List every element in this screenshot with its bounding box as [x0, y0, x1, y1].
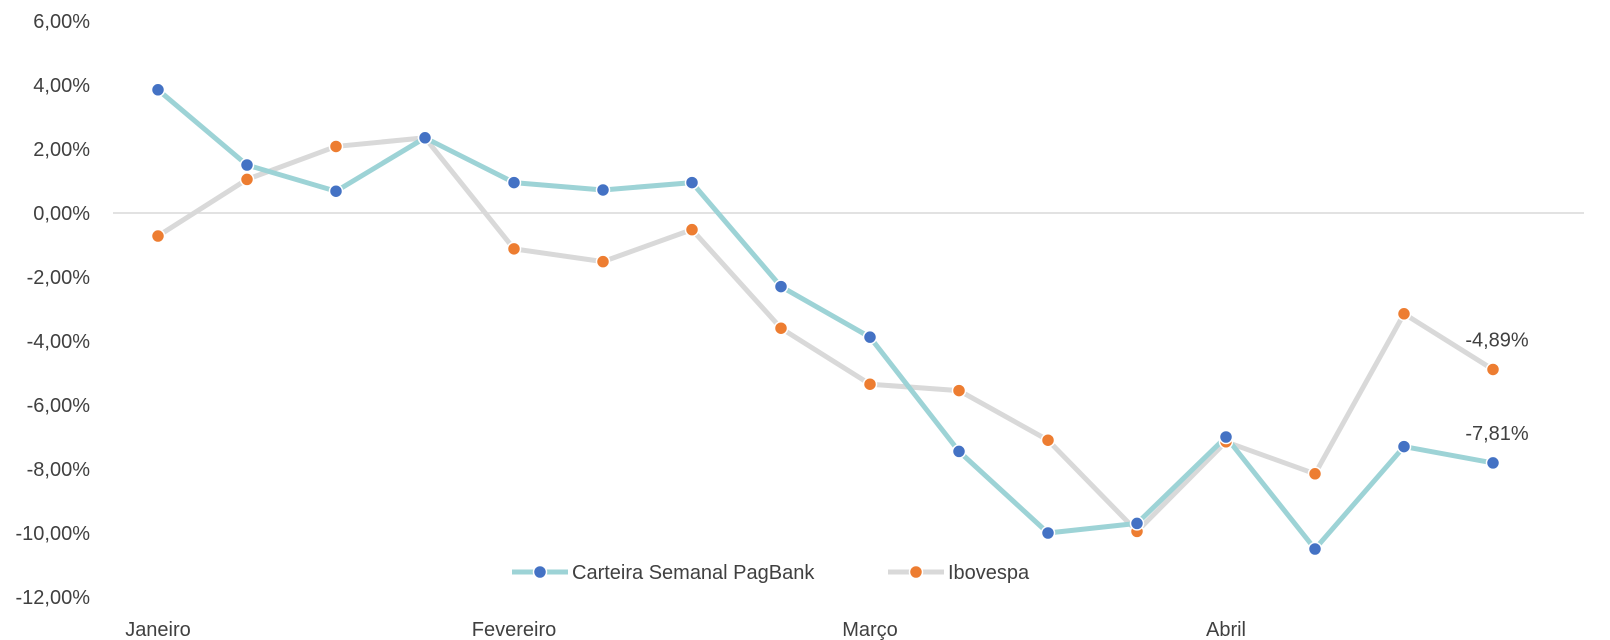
y-tick-label: 6,00%	[33, 11, 90, 33]
series-ibovespa	[155, 135, 1496, 534]
data-point	[1307, 466, 1323, 482]
x-tick-label: Março	[842, 619, 898, 640]
legend-marker-swatch	[908, 564, 924, 580]
markers-ibovespa	[150, 130, 1501, 539]
x-tick-label: Abril	[1206, 619, 1246, 640]
data-point	[1396, 439, 1412, 454]
data-point	[239, 172, 255, 187]
data-label: -7,81%	[1465, 423, 1529, 445]
data-point	[239, 157, 255, 173]
x-tick-label: Janeiro	[125, 619, 191, 640]
series-line	[155, 87, 1496, 552]
y-tick-label: -8,00%	[27, 459, 91, 481]
data-point	[951, 383, 967, 398]
data-point	[150, 82, 166, 98]
data-point	[951, 444, 967, 459]
y-tick-label: -10,00%	[16, 523, 91, 545]
data-point	[328, 183, 344, 199]
data-point	[417, 130, 433, 146]
data-point	[1307, 541, 1323, 557]
data-point	[595, 254, 611, 269]
data-point	[773, 320, 789, 336]
data-point	[1129, 516, 1145, 531]
y-tick-label: 0,00%	[33, 203, 90, 225]
data-point	[506, 175, 522, 190]
data-label: -4,89%	[1465, 329, 1529, 351]
series-line	[155, 135, 1496, 534]
data-point	[150, 228, 166, 244]
data-point	[1040, 525, 1056, 541]
data-point	[1040, 432, 1056, 448]
x-tick-label: Fevereiro	[472, 619, 556, 640]
markers-carteira	[150, 82, 1501, 557]
data-labels: -7,81% -4,89%	[1465, 329, 1529, 444]
legend-marker-swatch	[532, 564, 548, 580]
legend-item: Ibovespa	[888, 562, 1030, 584]
legend-item: Carteira Semanal PagBank	[512, 562, 815, 584]
y-tick-label: 4,00%	[33, 75, 90, 97]
data-point	[506, 241, 522, 257]
y-tick-label: -12,00%	[16, 587, 91, 609]
data-point	[1218, 429, 1234, 445]
y-tick-label: 2,00%	[33, 139, 90, 161]
series-carteira	[155, 87, 1496, 552]
legend: Carteira Semanal PagBank Ibovespa	[512, 562, 1030, 584]
data-point	[684, 222, 700, 237]
data-point	[684, 175, 700, 190]
data-point	[328, 139, 344, 154]
data-point	[1485, 455, 1501, 471]
data-point	[1485, 362, 1501, 377]
y-tick-label: -2,00%	[27, 267, 91, 289]
y-tick-label: -4,00%	[27, 331, 91, 353]
data-point	[1396, 306, 1412, 322]
x-axis: Janeiro Fevereiro Março Abril	[125, 619, 1246, 640]
legend-label: Ibovespa	[948, 562, 1030, 584]
data-point	[595, 182, 611, 198]
legend-label: Carteira Semanal PagBank	[572, 562, 815, 584]
y-axis: 6,00% 4,00% 2,00% 0,00% -2,00% -4,00% -6,00% -8…	[16, 11, 91, 609]
y-tick-label: -6,00%	[27, 395, 91, 417]
data-point	[862, 329, 878, 345]
data-point	[773, 279, 789, 294]
series-layer	[150, 82, 1501, 557]
data-point	[862, 376, 878, 392]
